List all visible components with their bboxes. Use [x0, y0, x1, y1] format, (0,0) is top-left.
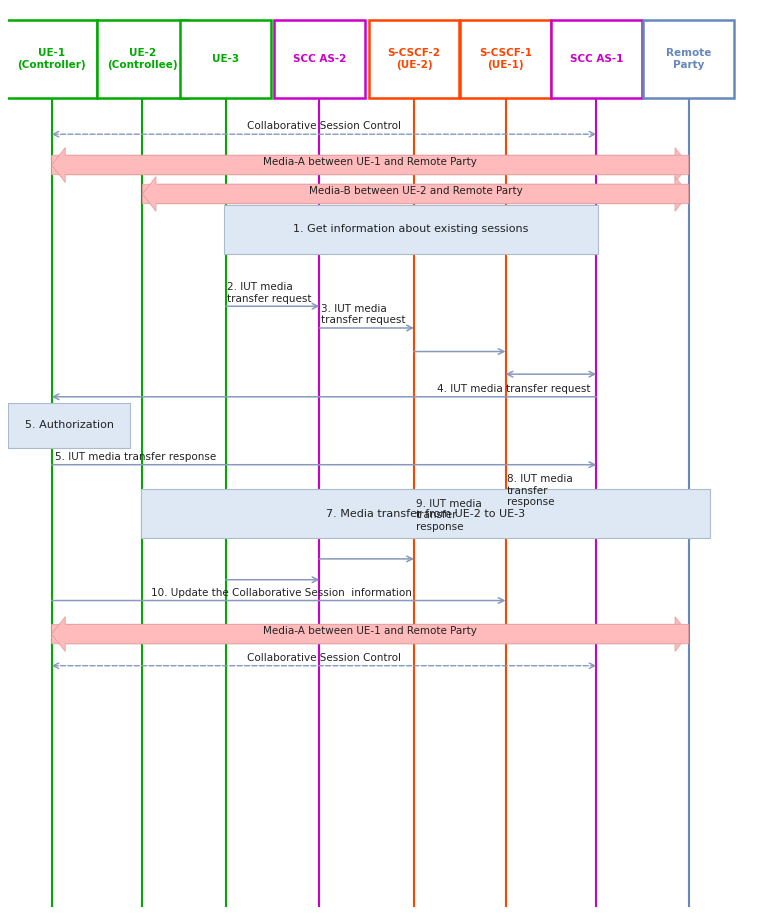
FancyBboxPatch shape — [460, 20, 551, 98]
FancyBboxPatch shape — [6, 20, 97, 98]
Text: 4. IUT media transfer request: 4. IUT media transfer request — [437, 384, 591, 394]
FancyArrow shape — [52, 148, 689, 182]
Text: SCC AS-1: SCC AS-1 — [570, 54, 623, 64]
Text: 10. Update the Collaborative Session  information: 10. Update the Collaborative Session inf… — [151, 588, 412, 598]
FancyBboxPatch shape — [643, 20, 734, 98]
Text: UE-2
(Controllee): UE-2 (Controllee) — [107, 48, 178, 70]
Text: Media-A between UE-1 and Remote Party: Media-A between UE-1 and Remote Party — [263, 157, 477, 167]
Text: UE-3: UE-3 — [212, 54, 239, 64]
Text: 2. IUT media
transfer request: 2. IUT media transfer request — [227, 282, 312, 303]
Text: 7. Media transfer from UE-2 to UE-3: 7. Media transfer from UE-2 to UE-3 — [326, 508, 525, 518]
FancyBboxPatch shape — [97, 20, 188, 98]
Text: S-CSCF-1
(UE-1): S-CSCF-1 (UE-1) — [479, 48, 532, 70]
Text: Media-B between UE-2 and Remote Party: Media-B between UE-2 and Remote Party — [309, 187, 523, 196]
Text: 1. Get information about existing sessions: 1. Get information about existing sessio… — [293, 225, 529, 235]
FancyArrow shape — [52, 616, 689, 651]
Text: UE-1
(Controller): UE-1 (Controller) — [17, 48, 86, 70]
Text: 5. Authorization: 5. Authorization — [25, 420, 113, 431]
Text: Collaborative Session Control: Collaborative Session Control — [247, 653, 401, 663]
Text: S-CSCF-2
(UE-2): S-CSCF-2 (UE-2) — [388, 48, 441, 70]
Text: 5. IUT media transfer response: 5. IUT media transfer response — [55, 452, 216, 462]
Text: 9. IUT media
transfer
response: 9. IUT media transfer response — [415, 499, 481, 531]
FancyArrow shape — [52, 616, 689, 651]
Text: Remote
Party: Remote Party — [666, 48, 711, 70]
FancyBboxPatch shape — [551, 20, 642, 98]
FancyBboxPatch shape — [224, 205, 598, 254]
FancyBboxPatch shape — [368, 20, 459, 98]
Text: 3. IUT media
transfer request: 3. IUT media transfer request — [321, 304, 405, 325]
FancyBboxPatch shape — [274, 20, 365, 98]
FancyBboxPatch shape — [180, 20, 271, 98]
FancyArrow shape — [142, 176, 689, 212]
FancyBboxPatch shape — [141, 489, 709, 538]
FancyBboxPatch shape — [8, 403, 130, 447]
FancyArrow shape — [52, 148, 689, 182]
Text: Media-A between UE-1 and Remote Party: Media-A between UE-1 and Remote Party — [263, 626, 477, 637]
Text: Collaborative Session Control: Collaborative Session Control — [247, 121, 401, 131]
FancyArrow shape — [142, 176, 689, 212]
Text: SCC AS-2: SCC AS-2 — [293, 54, 346, 64]
Text: 8. IUT media
transfer
response: 8. IUT media transfer response — [507, 474, 573, 507]
